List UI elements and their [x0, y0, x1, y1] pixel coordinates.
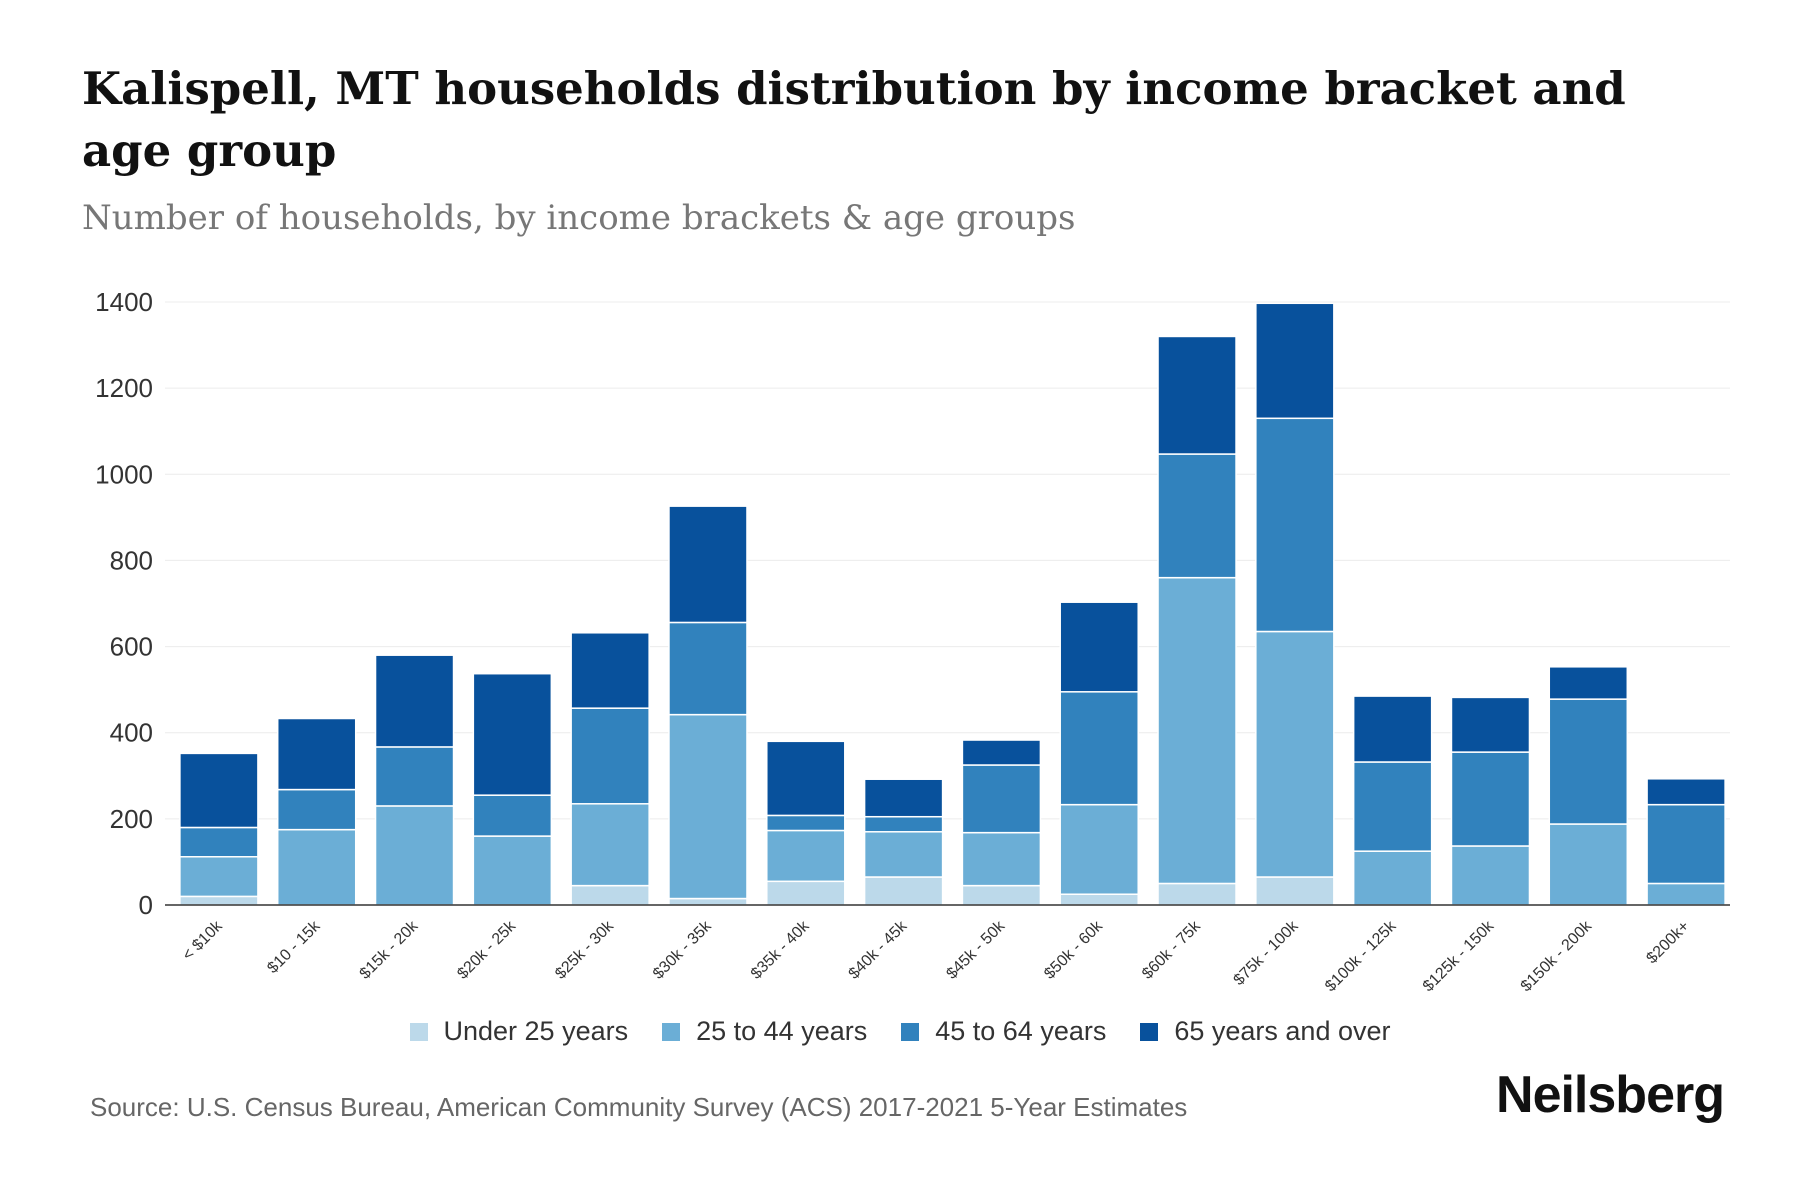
legend-swatch [1140, 1022, 1159, 1041]
bar-segment [1646, 778, 1726, 806]
legend-swatch [901, 1022, 920, 1041]
bar-segment [863, 815, 944, 833]
y-tick-label: 1200 [95, 373, 153, 403]
x-tick-label: $75k - 100k [1231, 917, 1303, 989]
bar-segment [1157, 882, 1237, 906]
bar-segment [1646, 882, 1726, 906]
x-tick-label: $10 - 15k [264, 917, 324, 977]
bar-segment [1255, 302, 1335, 420]
bar-segment [1548, 666, 1629, 700]
bar-segment [570, 632, 650, 709]
neilsberg-logo: Neilsberg [1496, 1066, 1725, 1124]
bar-segment [766, 880, 846, 906]
legend-swatch [662, 1022, 681, 1041]
legend-item: 65 years and over [1140, 1016, 1391, 1047]
bar-segment [472, 835, 553, 906]
chart-subtitle: Number of households, by income brackets… [82, 198, 1076, 238]
bar-segment [570, 803, 650, 887]
bar-segment [961, 764, 1042, 834]
x-tick-label: $20k - 25k [454, 917, 520, 983]
stacked-bar-chart: 0 200 400 600 800 1000 1200 1400 < $10k $10 - 15k… [95, 287, 1730, 995]
bar-segment [1255, 876, 1335, 906]
bar-segment [1059, 893, 1139, 906]
legend-item: 45 to 64 years [901, 1016, 1106, 1047]
y-tick-label: 200 [110, 804, 153, 834]
bar-segment [961, 884, 1042, 906]
bar-segment [766, 829, 846, 883]
bar-segment [276, 717, 357, 791]
bar-segment [1255, 417, 1335, 633]
y-tick-label: 600 [110, 632, 153, 662]
bar-segment [1450, 751, 1531, 847]
x-tick-label: < $10k [179, 917, 226, 964]
bar-segment [570, 884, 650, 906]
bar-segment [1450, 845, 1531, 906]
y-tick-label: 800 [110, 545, 153, 575]
x-tick-label: $125k - 150k [1420, 917, 1498, 995]
bar-segment [863, 778, 944, 818]
bar-segment [766, 814, 846, 832]
x-tick-label: $15k - 20k [357, 917, 423, 983]
bar-segment [570, 707, 650, 805]
legend-label: 65 years and over [1174, 1016, 1391, 1046]
x-tick-label: $200k+ [1643, 918, 1692, 967]
legend-label: 25 to 44 years [696, 1016, 868, 1046]
bar-segment [1157, 453, 1237, 579]
bar-segment [961, 739, 1042, 766]
y-tick-label: 0 [139, 890, 153, 920]
bar-segment [1548, 823, 1629, 906]
x-tick-label: $35k - 40k [748, 917, 814, 983]
bar-segment [179, 895, 259, 906]
bar-segment [179, 856, 259, 898]
y-tick-label: 1000 [95, 459, 153, 489]
x-tick-label: $50k - 60k [1041, 917, 1107, 983]
x-tick-label: $45k - 50k [943, 917, 1009, 983]
bar-segment [1352, 695, 1433, 763]
chart-title: Kalispell, MT households distribution by… [82, 62, 1626, 177]
bar-segment [472, 794, 553, 837]
x-tick-label: $30k - 35k [650, 917, 716, 983]
x-tick-label: $40k - 45k [846, 917, 912, 983]
bar-segment [1352, 850, 1433, 906]
x-tick-label: $25k - 30k [552, 917, 618, 983]
bar-segment [668, 897, 748, 906]
x-tick-label: $60k - 75k [1139, 917, 1205, 983]
y-tick-label: 1400 [95, 287, 153, 317]
legend-item: 25 to 44 years [662, 1016, 867, 1047]
bar-segment [374, 805, 455, 906]
bar-segment [961, 831, 1042, 887]
bar-segment [1157, 576, 1237, 885]
bar-segment [766, 740, 846, 817]
bar-segment [863, 831, 944, 878]
x-tick-label: $150k - 200k [1518, 917, 1596, 995]
y-tick-label: 400 [110, 718, 153, 748]
bar-segment [179, 826, 259, 858]
bar-segment [1157, 335, 1237, 455]
bar-segment [276, 788, 357, 831]
bar-segment [668, 713, 748, 900]
bar-segment [1059, 601, 1139, 693]
bar-segment [472, 672, 553, 796]
bar-segment [1646, 803, 1726, 885]
bar-segment [863, 876, 944, 906]
bar-segment [374, 746, 455, 807]
bar-segment [668, 505, 748, 624]
source-note: Source: U.S. Census Bureau, American Com… [90, 1092, 1188, 1122]
bar-segment [374, 654, 455, 748]
bar-segment [1450, 696, 1531, 753]
legend-swatch [409, 1022, 428, 1041]
bar-segment [1059, 803, 1139, 895]
bar-segment [1352, 761, 1433, 852]
bar-segment [276, 828, 357, 906]
bar-segment [668, 621, 748, 716]
legend-item: Under 25 years [409, 1016, 629, 1047]
legend-label: 45 to 64 years [935, 1016, 1107, 1046]
bar-segment [1059, 691, 1139, 806]
x-tick-label: $100k - 125k [1322, 917, 1400, 995]
bar-segment [1548, 698, 1629, 825]
legend-label: Under 25 years [443, 1016, 629, 1046]
bar-segment [1255, 630, 1335, 878]
bar-segment [179, 752, 259, 829]
chart-legend: Under 25 years 25 to 44 years 45 to 64 yea… [0, 1016, 1800, 1047]
